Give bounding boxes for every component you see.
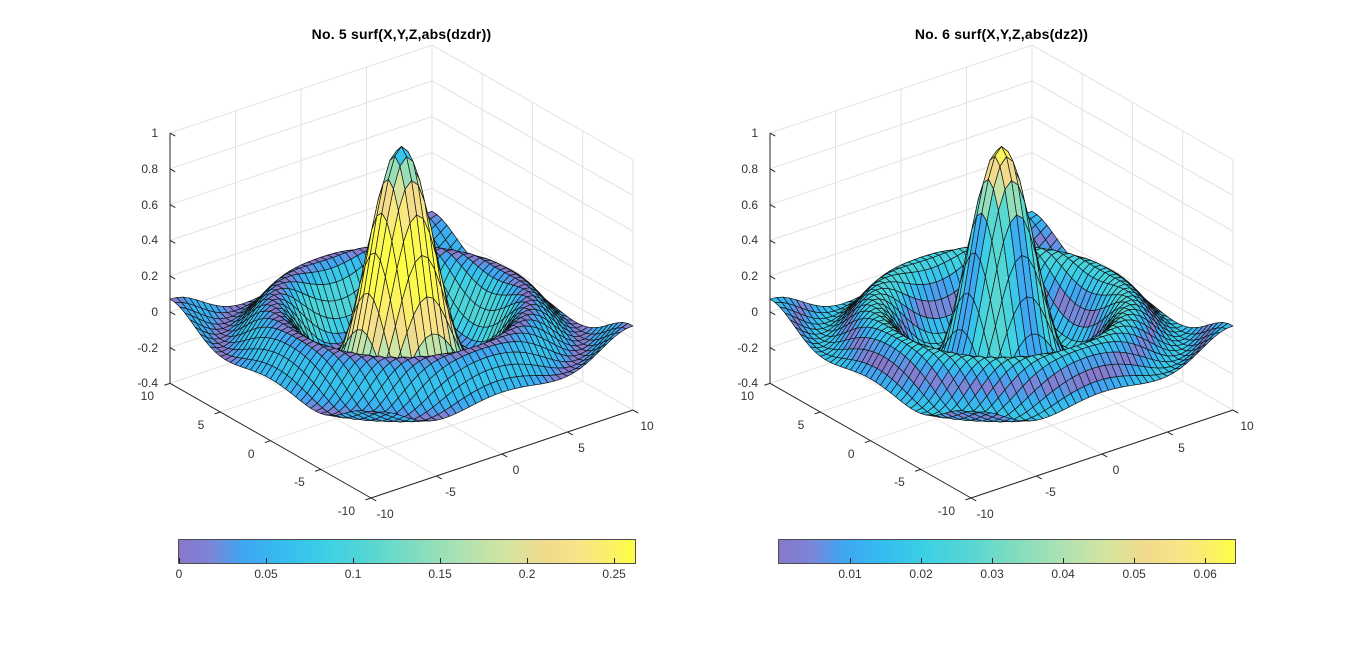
x-tick-label: -10: [976, 507, 994, 521]
x-tick-label: -10: [376, 507, 394, 521]
y-tick-label: 10: [740, 389, 754, 404]
x-tick-label: -5: [445, 485, 456, 499]
colorbar-tick-label: 0: [175, 567, 183, 581]
z-tick-label: 0: [751, 304, 758, 319]
colorbar-tick-mark: [849, 558, 851, 563]
z-tick-label: -0.2: [737, 340, 758, 355]
y-tick-label: -10: [337, 504, 356, 518]
plot5-title: No. 5 surf(X,Y,Z,abs(dzdr)): [311, 26, 492, 42]
plot6-colorbar-gradient: [779, 540, 1235, 563]
colorbar-tick-mark: [991, 558, 993, 563]
colorbar-tick-mark: [352, 558, 354, 563]
x-tick-label: 10: [1240, 419, 1254, 434]
colorbar-tick-mark: [1062, 558, 1064, 563]
plot5-colorbar-gradient: [179, 540, 635, 563]
z-tick-label: 0.2: [141, 269, 158, 284]
x-tick-label: 0: [1112, 463, 1120, 478]
z-tick-label: 0.8: [141, 161, 158, 176]
y-tick-label: -10: [937, 504, 956, 518]
z-tick-label: 0.6: [741, 197, 758, 212]
colorbar-tick-label: 0.1: [344, 567, 362, 581]
plot6-colorbar: 0.01 0.02 0.03 0.04 0.05 0.06: [778, 539, 1236, 581]
y-tick-label: -5: [294, 475, 305, 490]
colorbar-tick-label: 0.05: [1122, 567, 1146, 581]
x-tick-label: 0: [512, 463, 520, 478]
z-tick-label: -0.4: [737, 376, 758, 391]
colorbar-tick-mark: [1204, 558, 1206, 563]
colorbar-tick-label: 0.15: [428, 567, 452, 581]
z-tick-label: 0.8: [741, 161, 758, 176]
colorbar-tick-mark: [439, 558, 441, 563]
plot6-title: No. 6 surf(X,Y,Z,abs(dz2)): [914, 26, 1089, 42]
colorbar-tick-label: 0.02: [909, 567, 933, 581]
colorbar-tick-mark: [1133, 558, 1135, 563]
z-tick-label: 0.4: [741, 233, 758, 248]
y-tick-label: 5: [197, 418, 205, 433]
y-tick-label: -5: [894, 475, 905, 490]
z-tick-label: -0.2: [137, 340, 158, 355]
z-tick-label: 1: [151, 126, 158, 141]
colorbar-tick-mark: [613, 558, 615, 563]
z-tick-label: 0.4: [141, 233, 158, 248]
y-tick-label: 0: [847, 446, 855, 461]
x-tick-label: 5: [1178, 441, 1185, 456]
colorbar-tick-label: 0.2: [518, 567, 536, 581]
colorbar-tick-label: 0.05: [254, 567, 278, 581]
colorbar-tick-mark: [265, 558, 267, 563]
z-tick-label: 0.2: [741, 269, 758, 284]
z-tick-label: -0.4: [137, 376, 158, 391]
y-tick-label: 5: [797, 418, 805, 433]
colorbar-tick-label: 0.06: [1193, 567, 1217, 581]
colorbar-tick-label: 0.01: [838, 567, 862, 581]
x-tick-label: 10: [640, 419, 654, 434]
colorbar-tick-label: 0.25: [602, 567, 626, 581]
y-tick-label: 10: [140, 389, 154, 404]
colorbar-tick-mark: [920, 558, 922, 563]
colorbar-tick-label: 0.04: [1051, 567, 1075, 581]
colorbar-tick-mark: [178, 558, 180, 563]
z-tick-label: 1: [751, 126, 758, 141]
x-tick-label: -5: [1045, 485, 1056, 499]
colorbar-tick-mark: [526, 558, 528, 563]
colorbar-tick-label: 0.03: [980, 567, 1004, 581]
x-tick-label: 5: [578, 441, 585, 456]
plot5-colorbar: 0 0.05 0.1 0.15 0.2 0.25: [176, 539, 636, 581]
z-tick-label: 0.6: [141, 197, 158, 212]
y-tick-label: 0: [247, 446, 255, 461]
z-tick-label: 0: [151, 304, 158, 319]
